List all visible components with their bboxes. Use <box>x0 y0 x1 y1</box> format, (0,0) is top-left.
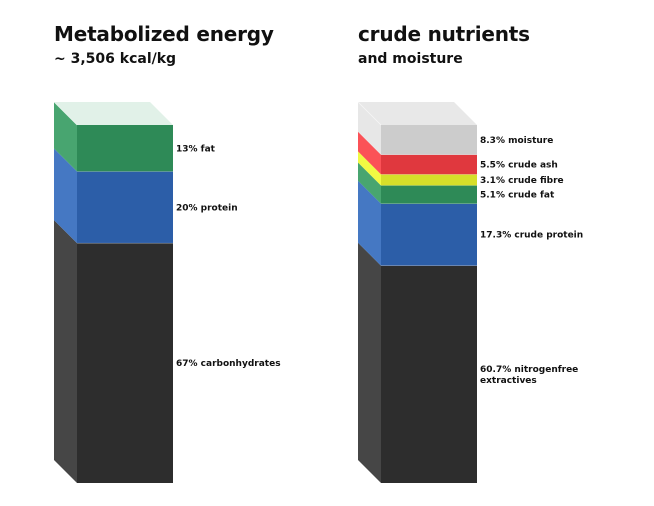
chart-2-label-1: 60.7% nitrogenfree extractives <box>480 365 578 386</box>
chart-2-top-face <box>358 102 477 125</box>
chart-2-label-1-line-1: 60.7% nitrogenfree <box>480 365 578 375</box>
chart-2-segment-5 <box>381 154 477 175</box>
chart-2-segment-3 <box>381 185 477 204</box>
chart-1-segment-3 <box>77 125 173 172</box>
chart-2-label-6: 8.3% moisture <box>480 136 553 146</box>
chart-1-segment-2-side <box>54 148 77 244</box>
chart-1-label-2: 20% protein <box>176 203 238 213</box>
chart-2-segment-6 <box>381 125 477 155</box>
chart-1-segment-2 <box>77 171 173 244</box>
chart-1-label-1: 67% carbonhydrates <box>176 359 281 369</box>
chart-2-segment-3-side <box>358 162 381 204</box>
chart-2-subtitle: and moisture <box>358 51 463 67</box>
chart-2-segment-2 <box>381 203 477 266</box>
chart-2-segment-6-side <box>358 102 381 155</box>
chart-2-top-edge <box>357 101 382 126</box>
chart-2-title: crude nutrients <box>358 22 530 46</box>
chart-1-top-edge <box>53 101 78 126</box>
chart-1-segment-1-side <box>54 220 77 483</box>
chart-2-segment-4-side <box>358 151 381 186</box>
chart-1-top-face <box>54 102 173 125</box>
chart-2-label-5: 5.5% crude ash <box>480 161 558 171</box>
chart-2-label-3: 5.1% crude fat <box>480 191 555 201</box>
chart-1-label-3: 13% fat <box>176 144 216 154</box>
chart-1-segment-1 <box>77 243 173 483</box>
chart-2-label-2: 17.3% crude protein <box>480 231 583 241</box>
chart-2-segment-1 <box>381 265 477 483</box>
chart-1-title: Metabolized energy <box>54 22 274 46</box>
chart-2-label-4: 3.1% crude fibre <box>480 176 564 186</box>
chart-2-segment-2-side <box>358 180 381 266</box>
chart-2-segment-1-side <box>358 242 381 483</box>
chart-2-segment-4 <box>381 174 477 186</box>
chart-1-subtitle: ~ 3,506 kcal/kg <box>54 51 177 67</box>
chart-2-segment-5-side <box>358 131 381 175</box>
chart-2-label-1-line-2: extractives <box>480 376 537 386</box>
